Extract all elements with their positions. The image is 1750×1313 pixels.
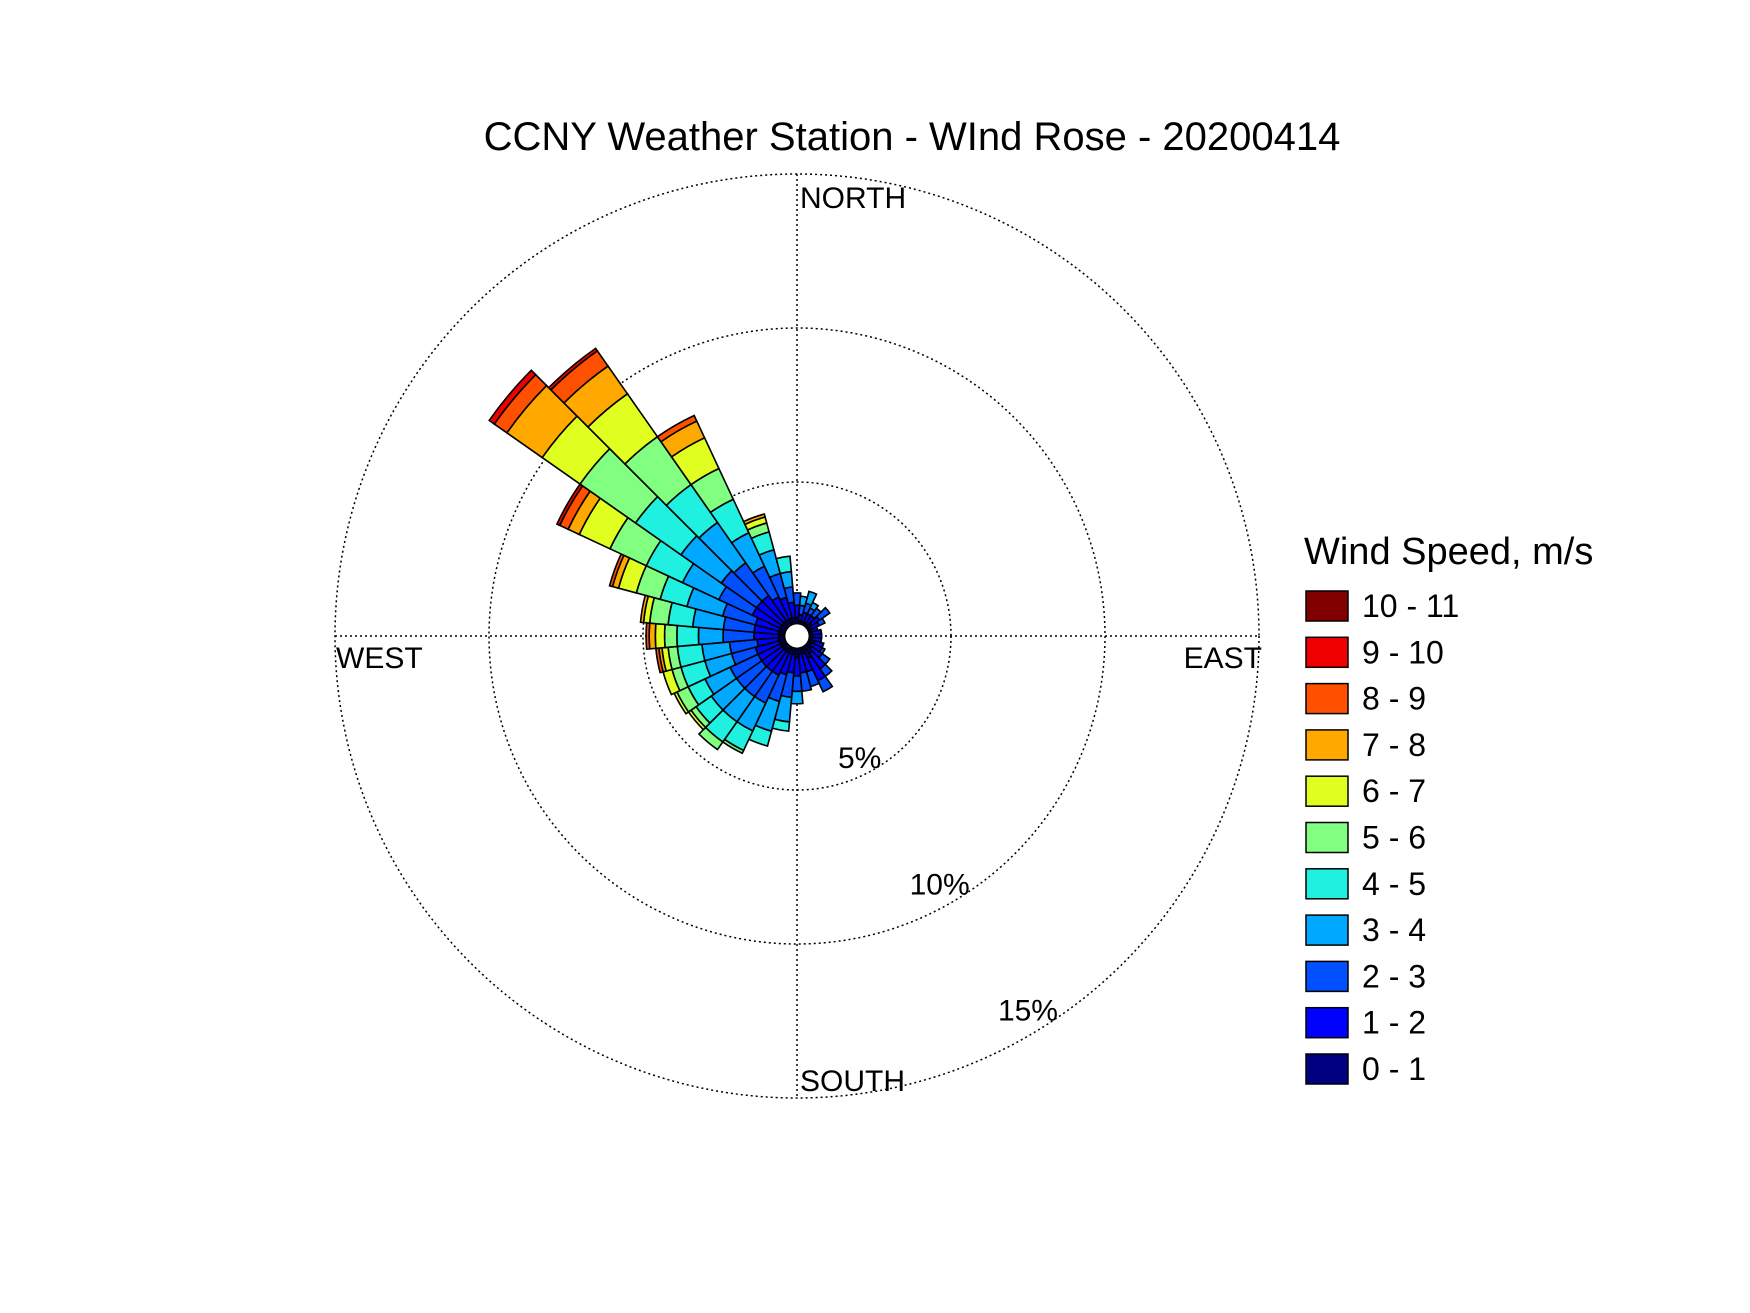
legend-item: 7 - 8: [1305, 727, 1426, 763]
bar-segment-340-7: [742, 513, 767, 526]
ring-label-1: 5%: [838, 742, 881, 775]
legend-label: 3 - 4: [1362, 912, 1426, 948]
sector-300: [555, 482, 789, 632]
legend-swatch: [1305, 868, 1349, 900]
ring-label-2: 10%: [910, 868, 970, 901]
sector-320: [547, 347, 792, 629]
bar-segment-270-6: [654, 622, 666, 650]
legend-item: 5 - 6: [1305, 820, 1426, 856]
bar-segment-270-4: [676, 624, 700, 648]
sector-150: [801, 644, 834, 693]
legend-label: 4 - 5: [1362, 866, 1426, 902]
wind-rose-bars: [488, 347, 834, 755]
legend-item: 4 - 5: [1305, 866, 1426, 902]
legend-item: 3 - 4: [1305, 912, 1426, 948]
sector-190: [771, 646, 797, 732]
legend: 10 - 11 9 - 10 8 - 9 7 - 8 6 - 7 5 - 6 4 - 5 3 …: [1305, 588, 1459, 1087]
direction-label-west: WEST: [336, 642, 423, 675]
direction-label-north: NORTH: [800, 182, 906, 215]
bar-segment-330-8: [656, 414, 698, 443]
sector-60: [805, 617, 826, 632]
legend-label: 10 - 11: [1362, 588, 1459, 624]
legend-item: 0 - 1: [1305, 1051, 1426, 1087]
bar-segment-30-3: [808, 601, 820, 612]
bar-segment-150-2: [816, 675, 834, 693]
bar-segment-220-5: [697, 726, 724, 751]
legend-label: 5 - 6: [1362, 820, 1426, 856]
legend-item: 6 - 7: [1305, 773, 1426, 809]
sector-340: [742, 513, 795, 626]
ring-labels: 5% 10% 15%: [838, 742, 1058, 1027]
legend-item: 9 - 10: [1305, 634, 1444, 670]
bar-segment-310-9: [488, 369, 537, 426]
bar-segment-60-2: [816, 617, 826, 627]
direction-label-south: SOUTH: [800, 1065, 905, 1098]
legend-swatch: [1305, 775, 1349, 807]
legend-swatch: [1305, 729, 1349, 761]
ring-label-3: 15%: [998, 994, 1058, 1027]
legend-label: 0 - 1: [1362, 1051, 1426, 1087]
legend-swatch: [1305, 1006, 1349, 1039]
sector-50: [804, 606, 831, 631]
legend-label: 2 - 3: [1362, 958, 1426, 994]
legend-title: Wind Speed, m/s: [1304, 531, 1593, 573]
sector-330: [656, 414, 793, 628]
bar-segment-270-5: [663, 623, 679, 649]
legend-item: 8 - 9: [1305, 681, 1426, 717]
legend-label: 1 - 2: [1362, 1005, 1426, 1041]
legend-swatch: [1305, 914, 1349, 946]
legend-item: 1 - 2: [1305, 1005, 1426, 1041]
chart-title: CCNY Weather Station - WInd Rose - 20200…: [484, 115, 1341, 159]
bar-segment-50-2: [815, 606, 831, 622]
legend-swatch: [1305, 1053, 1349, 1085]
direction-label-east: EAST: [1184, 642, 1262, 675]
legend-swatch: [1305, 636, 1349, 669]
legend-label: 6 - 7: [1362, 773, 1426, 809]
bar-segment-320-9: [547, 347, 599, 392]
calm-circle: [783, 622, 811, 650]
legend-swatch: [1305, 682, 1349, 715]
legend-item: 2 - 3: [1305, 958, 1426, 994]
legend-swatch: [1305, 821, 1349, 854]
legend-item: 10 - 11: [1305, 588, 1459, 624]
sector-350: [775, 555, 797, 626]
bar-segment-350-4: [775, 555, 793, 575]
bar-segment-180-3: [790, 690, 804, 705]
legend-label: 9 - 10: [1362, 634, 1444, 670]
bar-segment-20-3: [804, 590, 818, 607]
legend-swatch: [1305, 960, 1349, 993]
legend-label: 8 - 9: [1362, 681, 1426, 717]
sector-280: [639, 594, 787, 636]
legend-swatch: [1305, 590, 1349, 622]
bar-segment-270-8: [645, 621, 651, 651]
legend-label: 7 - 8: [1362, 727, 1426, 763]
